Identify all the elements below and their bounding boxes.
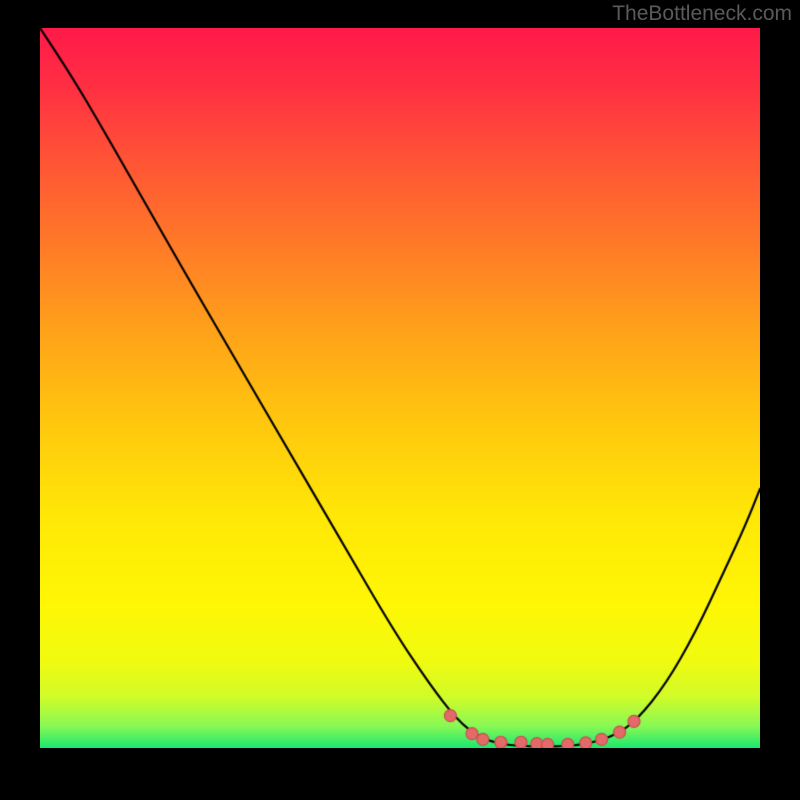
gradient-background [40, 28, 760, 748]
watermark-text: TheBottleneck.com [612, 2, 792, 26]
chart-frame [40, 28, 760, 748]
